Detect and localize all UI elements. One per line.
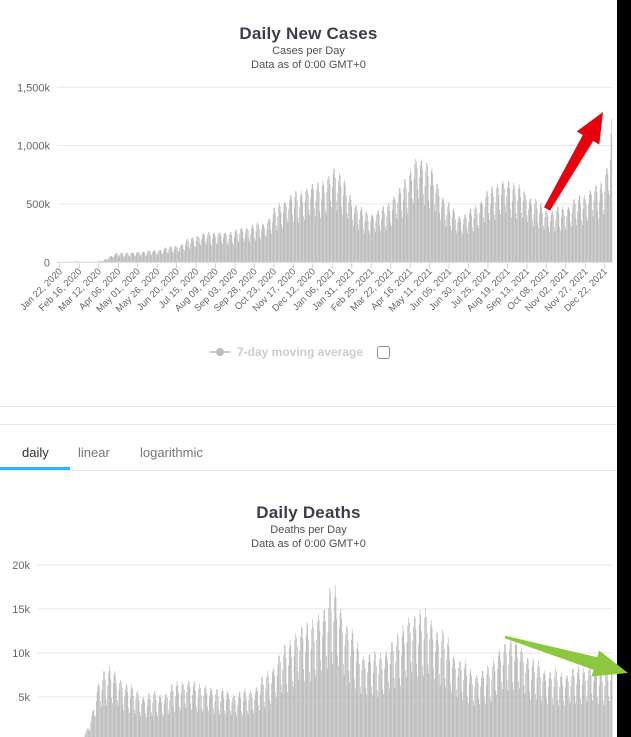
- tab-daily[interactable]: daily: [22, 445, 49, 460]
- tabbar-border: [0, 470, 617, 471]
- cases-chart-title: Daily New Cases: [239, 24, 378, 44]
- svg-text:500k: 500k: [26, 199, 50, 211]
- daily-new-cases-chart[interactable]: 0 500k 1,000k 1,500k Jan 22, 2020 Feb 16, 202…: [0, 75, 617, 340]
- right-black-strip: [617, 0, 631, 737]
- svg-text:15k: 15k: [12, 604, 30, 616]
- deaths-subtitle-line2: Data as of 0:00 GMT+0: [251, 538, 366, 550]
- svg-text:1,500k: 1,500k: [17, 82, 51, 94]
- cases-chart-subtitle: Cases per Day Data as of 0:00 GMT+0: [0, 44, 617, 72]
- tab-logarithmic[interactable]: logarithmic: [140, 445, 203, 460]
- tab-linear[interactable]: linear: [78, 445, 110, 460]
- deaths-chart-title: Daily Deaths: [256, 503, 361, 523]
- card-divider-bottom: [0, 424, 617, 425]
- cases-subtitle-line1: Cases per Day: [272, 45, 345, 57]
- legend: 7-day moving average: [0, 343, 600, 361]
- svg-text:5k: 5k: [18, 692, 30, 704]
- daily-deaths-chart[interactable]: 5k 10k 15k 20k: [0, 555, 617, 737]
- svg-text:20k: 20k: [12, 560, 30, 572]
- cases-subtitle-line2: Data as of 0:00 GMT+0: [251, 59, 366, 71]
- svg-text:10k: 10k: [12, 648, 30, 660]
- card-divider-top: [0, 406, 617, 407]
- svg-text:1,000k: 1,000k: [17, 141, 51, 153]
- active-tab-underline: [0, 467, 70, 471]
- deaths-chart-subtitle: Deaths per Day Data as of 0:00 GMT+0: [0, 523, 617, 551]
- deaths-subtitle-line1: Deaths per Day: [270, 524, 347, 536]
- legend-checkbox[interactable]: [377, 345, 391, 359]
- legend-label[interactable]: 7-day moving average: [236, 345, 364, 359]
- svg-text:0: 0: [44, 257, 50, 269]
- moving-average-marker-icon: [209, 346, 230, 358]
